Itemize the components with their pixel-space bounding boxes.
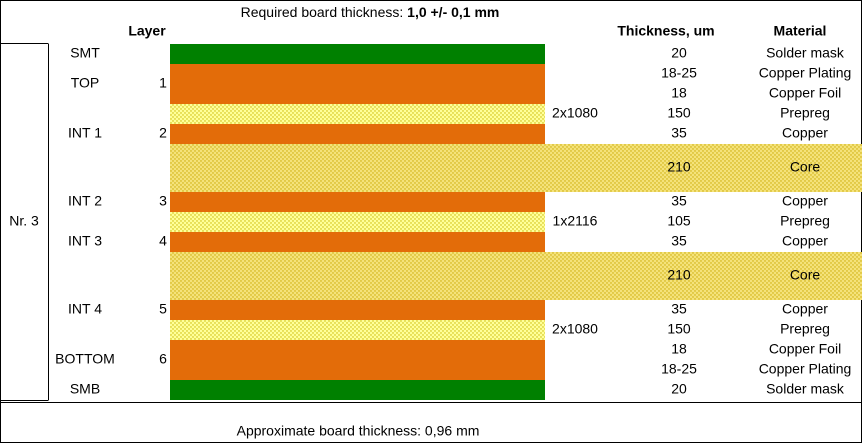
layer-name: INT 2 xyxy=(68,193,102,209)
title-value: 1,0 +/- 0,1 mm xyxy=(407,4,499,20)
material: Copper xyxy=(782,125,828,141)
thickness: 35 xyxy=(671,193,687,209)
layer-bar xyxy=(170,252,862,300)
layer-bar xyxy=(170,124,545,144)
material: Prepreg xyxy=(780,213,830,229)
thickness: 35 xyxy=(671,233,687,249)
thickness: 210 xyxy=(667,267,691,283)
layer-bar xyxy=(170,232,545,252)
material: Copper Plating xyxy=(759,361,852,377)
layer-bar xyxy=(170,380,545,400)
layer-name: SMB xyxy=(70,381,100,397)
layer-name: BOTTOM xyxy=(55,351,115,367)
material: Copper xyxy=(782,233,828,249)
layer-bar xyxy=(170,44,545,64)
thickness: 35 xyxy=(671,125,687,141)
thickness: 20 xyxy=(671,45,687,61)
layer-name: INT 4 xyxy=(68,301,102,317)
layer-bar xyxy=(170,104,545,124)
layer-number: 2 xyxy=(159,125,167,141)
material: Copper Plating xyxy=(759,65,852,81)
material: Copper Foil xyxy=(769,341,841,357)
layer-number: 4 xyxy=(159,233,167,249)
layer-name: INT 3 xyxy=(68,233,102,249)
title-label: Required board thickness: xyxy=(241,4,404,20)
column-header: Material xyxy=(774,23,827,39)
footer: Approximate board thickness: 0,96 mm xyxy=(237,423,480,439)
material: Solder mask xyxy=(766,381,845,397)
material: Prepreg xyxy=(780,321,830,337)
layer-bar xyxy=(170,192,545,212)
layer-name: SMT xyxy=(70,45,100,61)
material: Copper xyxy=(782,301,828,317)
layer-number: 1 xyxy=(159,75,167,91)
material: Solder mask xyxy=(766,45,845,61)
material: Copper Foil xyxy=(769,85,841,101)
layer-bar xyxy=(170,64,545,104)
glass-style: 2x1080 xyxy=(552,321,598,337)
layer-name: INT 1 xyxy=(68,125,102,141)
layer-bar xyxy=(170,212,545,232)
thickness: 18 xyxy=(671,85,687,101)
layer-number: 6 xyxy=(159,351,167,367)
material: Core xyxy=(790,159,821,175)
thickness: 35 xyxy=(671,301,687,317)
thickness: 150 xyxy=(667,321,691,337)
layer-bar xyxy=(170,300,545,320)
material: Core xyxy=(790,267,821,283)
thickness: 210 xyxy=(667,159,691,175)
thickness: 105 xyxy=(667,213,691,229)
layer-name: TOP xyxy=(71,75,100,91)
glass-style: 1x2116 xyxy=(553,213,598,229)
layer-number: 5 xyxy=(159,301,167,317)
layer-bar xyxy=(170,144,862,192)
title: Required board thickness: 1,0 +/- 0,1 mm xyxy=(241,4,500,20)
thickness: 150 xyxy=(667,105,691,121)
layer-bar xyxy=(170,340,545,380)
material: Copper xyxy=(782,193,828,209)
thickness: 20 xyxy=(671,381,687,397)
material: Prepreg xyxy=(780,105,830,121)
thickness: 18-25 xyxy=(661,65,697,81)
layer-bar xyxy=(170,320,545,340)
layer-number: 3 xyxy=(159,193,167,209)
thickness: 18 xyxy=(671,341,687,357)
thickness: 18-25 xyxy=(661,361,697,377)
column-header: Thickness, um xyxy=(617,23,714,39)
group-label: Nr. 3 xyxy=(9,213,39,229)
column-header: Layer xyxy=(128,23,166,39)
glass-style: 2x1080 xyxy=(552,105,598,121)
